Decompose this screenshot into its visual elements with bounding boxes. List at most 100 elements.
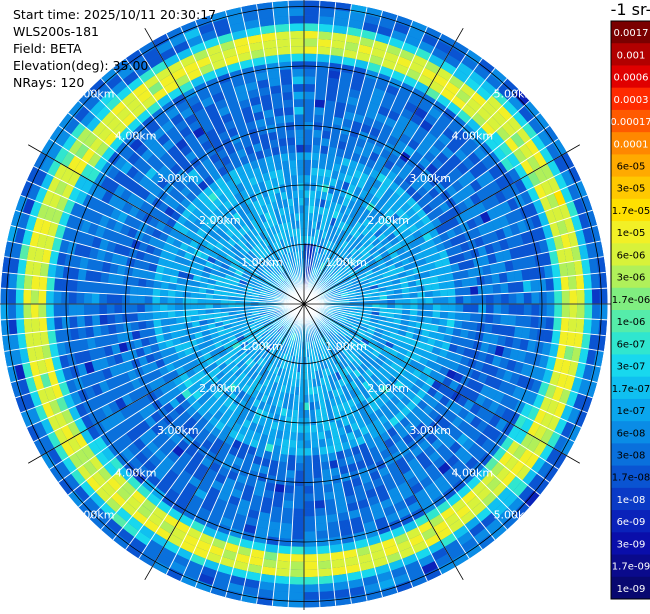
ppi-cell <box>311 168 319 176</box>
ppi-cell <box>9 273 18 289</box>
ppi-cell <box>313 130 323 138</box>
ppi-cell <box>108 273 117 284</box>
ppi-cell <box>577 304 585 319</box>
ppi-cell <box>290 31 304 39</box>
ppi-cell <box>296 448 304 456</box>
ppi-cell <box>115 314 123 324</box>
ppi-cell <box>289 592 304 600</box>
ppi-cell <box>470 286 478 296</box>
ppi-cell <box>290 168 298 176</box>
ppi-cell <box>304 92 315 100</box>
ppi-cell <box>290 432 298 440</box>
ppi-cell <box>304 38 318 46</box>
ppi-cell <box>462 287 470 296</box>
ppi-cell <box>137 312 145 321</box>
ppi-cell <box>270 514 282 523</box>
ppi-cell <box>304 577 319 585</box>
ppi-cell <box>456 304 464 312</box>
ppi-cell <box>130 313 138 323</box>
ppi-cell <box>1 304 9 320</box>
ppi-cell <box>39 276 48 290</box>
ppi-cell <box>592 289 600 304</box>
ppi-cell <box>69 292 77 304</box>
ppi-cell <box>168 290 176 298</box>
ppi-cell <box>31 290 39 304</box>
ppi-cell <box>273 108 284 117</box>
ppi-cell <box>183 298 191 304</box>
ppi-cell <box>282 92 293 100</box>
ppi-cell <box>294 114 304 122</box>
ppi-cell <box>448 304 456 312</box>
ppi-cell <box>31 304 39 318</box>
ppi-cell <box>296 456 304 464</box>
ppi-cell <box>298 410 304 418</box>
ppi-cell <box>539 304 547 317</box>
ppi-cell <box>304 493 314 501</box>
ppi-cell <box>289 16 304 24</box>
ppi-cell <box>304 471 313 479</box>
ppi-cell <box>304 1 320 9</box>
ppi-cell <box>168 311 176 319</box>
ppi-cell <box>312 455 321 463</box>
ppi-cell <box>493 314 501 325</box>
colorbar-tick-label: 1.7e-06 <box>612 295 650 306</box>
range-ring-label: 1.00km <box>241 340 283 353</box>
ppi-cell <box>491 273 500 284</box>
ppi-cell <box>70 267 79 280</box>
ppi-cell <box>115 274 124 285</box>
ppi-cell <box>61 291 69 304</box>
ppi-cell <box>584 304 592 319</box>
ppi-cell <box>314 99 325 107</box>
ppi-cell <box>327 521 340 530</box>
ppi-cell <box>289 440 297 448</box>
ppi-cell <box>304 31 318 39</box>
ppi-cell <box>317 54 330 63</box>
ppi-cell <box>92 304 100 315</box>
ppi-cell <box>274 115 285 124</box>
ppi-cell <box>287 137 296 145</box>
ppi-cell <box>152 296 160 304</box>
ppi-cell <box>77 316 85 328</box>
range-ring-label: 3.00km <box>157 424 199 437</box>
ppi-cell <box>583 274 592 289</box>
ppi-cell <box>313 470 323 478</box>
ppi-cell <box>297 425 304 433</box>
ppi-cell <box>469 321 478 331</box>
ppi-cell <box>108 324 117 335</box>
ppi-cell <box>271 506 283 515</box>
ppi-cell <box>292 516 304 524</box>
ppi-cell <box>1 319 10 335</box>
ppi-cell <box>304 592 319 600</box>
ppi-cell <box>99 283 107 294</box>
ppi-cell <box>325 506 337 515</box>
ppi-cell <box>145 296 153 304</box>
ppi-cell <box>275 24 290 33</box>
ppi-cell <box>31 318 40 333</box>
ppi-cell <box>440 304 448 312</box>
ppi-cell <box>317 39 331 48</box>
ppi-cell <box>278 545 291 554</box>
ppi-cell <box>137 304 145 313</box>
ppi-cell <box>304 76 316 84</box>
ppi-cell <box>418 304 426 310</box>
ppi-cell <box>410 298 418 304</box>
ppi-cell <box>508 282 516 293</box>
ppi-cell <box>500 283 508 294</box>
ppi-cell <box>433 304 441 311</box>
ppi-cell <box>447 288 455 296</box>
ppi-cell <box>145 312 153 321</box>
range-ring-label: 5.00km <box>73 508 115 521</box>
ppi-cell <box>107 314 115 325</box>
ppi-cell <box>54 278 63 291</box>
ppi-cell <box>304 418 310 426</box>
ppi-cell <box>584 289 592 304</box>
ppi-cell <box>599 304 607 320</box>
ppi-cell <box>304 531 316 539</box>
ppi-cell <box>447 312 455 320</box>
ppi-cell <box>292 531 304 539</box>
ppi-cell <box>280 523 292 531</box>
ppi-cell <box>277 469 287 478</box>
ppi-cell <box>516 292 524 304</box>
ppi-cell <box>282 508 293 516</box>
ppi-cell <box>38 290 46 304</box>
